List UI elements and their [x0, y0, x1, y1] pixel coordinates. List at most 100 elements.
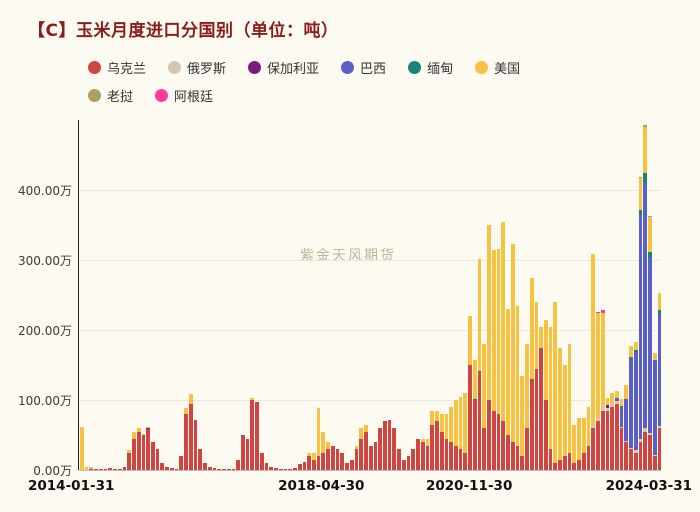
bar-2018-04[interactable]	[321, 431, 326, 470]
bar-2022-03[interactable]	[543, 319, 548, 470]
bar-2017-12[interactable]	[302, 461, 307, 470]
bar-2016-04[interactable]	[207, 466, 212, 470]
bar-2018-11[interactable]	[354, 445, 359, 470]
bar-2023-09[interactable]	[629, 346, 633, 470]
bar-2019-09[interactable]	[401, 459, 406, 470]
bar-2016-03[interactable]	[203, 463, 207, 470]
bar-2023-07[interactable]	[619, 398, 624, 470]
bar-2014-04[interactable]	[94, 469, 98, 470]
bar-2019-06[interactable]	[387, 419, 392, 470]
bar-2022-04[interactable]	[548, 326, 553, 470]
bar-2017-02[interactable]	[255, 402, 259, 470]
bar-2021-03[interactable]	[487, 225, 491, 470]
bar-2019-05[interactable]	[383, 421, 387, 470]
bar-2016-02[interactable]	[198, 449, 203, 470]
bar-2024-01[interactable]	[648, 215, 652, 470]
legend-item-阿根廷[interactable]: 阿根廷	[155, 86, 213, 105]
bar-2019-03[interactable]	[373, 442, 378, 470]
bar-2015-02[interactable]	[141, 433, 146, 470]
bar-2015-09[interactable]	[174, 468, 179, 470]
bar-2016-01[interactable]	[193, 419, 198, 470]
bar-2018-10[interactable]	[349, 459, 354, 470]
bar-2014-12[interactable]	[132, 431, 136, 470]
bar-2021-09[interactable]	[515, 305, 520, 470]
bar-2019-04[interactable]	[378, 428, 382, 470]
bar-2017-05[interactable]	[269, 466, 274, 470]
bar-2021-02[interactable]	[482, 344, 487, 470]
bar-2014-06[interactable]	[103, 469, 108, 470]
bar-2016-05[interactable]	[212, 467, 217, 470]
bar-2014-03[interactable]	[89, 466, 94, 470]
bar-2014-05[interactable]	[98, 468, 103, 470]
bar-2018-09[interactable]	[345, 463, 349, 470]
bar-2020-08[interactable]	[454, 400, 458, 470]
bar-2022-07[interactable]	[562, 365, 567, 470]
bar-2020-09[interactable]	[458, 396, 463, 470]
bar-2017-09[interactable]	[288, 469, 293, 470]
bar-2015-05[interactable]	[155, 449, 160, 470]
bar-2018-05[interactable]	[326, 442, 330, 470]
bar-2018-02[interactable]	[311, 452, 316, 470]
legend-item-俄罗斯[interactable]: 俄罗斯	[168, 58, 226, 77]
bar-2018-03[interactable]	[316, 408, 321, 470]
bar-2022-01[interactable]	[534, 302, 539, 470]
bar-2017-07[interactable]	[278, 468, 283, 470]
bar-2024-03[interactable]	[657, 292, 662, 470]
bar-2016-12[interactable]	[245, 438, 250, 470]
bar-2023-03[interactable]	[600, 310, 605, 470]
bar-2020-11[interactable]	[468, 316, 472, 470]
bar-2022-10[interactable]	[577, 417, 581, 470]
bar-2024-02[interactable]	[652, 353, 657, 470]
bar-2016-09[interactable]	[231, 468, 236, 470]
bar-2021-06[interactable]	[501, 221, 506, 470]
bar-2017-01[interactable]	[250, 397, 255, 470]
bar-2014-08[interactable]	[113, 468, 117, 470]
bar-2021-12[interactable]	[529, 277, 534, 470]
bar-2020-03[interactable]	[430, 410, 435, 470]
bar-2019-08[interactable]	[397, 449, 401, 470]
bar-2018-07[interactable]	[335, 449, 340, 470]
bar-2023-10[interactable]	[633, 341, 638, 470]
bar-2023-02[interactable]	[596, 311, 600, 470]
bar-2022-05[interactable]	[553, 302, 558, 470]
bar-2020-04[interactable]	[435, 410, 439, 470]
bar-2014-01[interactable]	[80, 426, 84, 470]
bar-2017-11[interactable]	[297, 464, 302, 470]
bar-2018-01[interactable]	[307, 452, 311, 470]
bar-2023-08[interactable]	[624, 384, 629, 470]
bar-2023-05[interactable]	[610, 393, 614, 470]
bar-2016-08[interactable]	[226, 469, 231, 470]
legend-item-美国[interactable]: 美国	[475, 58, 520, 77]
bar-2020-06[interactable]	[444, 414, 449, 470]
bar-2015-06[interactable]	[160, 463, 165, 470]
bar-2017-10[interactable]	[293, 467, 297, 470]
bar-2018-08[interactable]	[340, 452, 345, 470]
legend-item-缅甸[interactable]: 缅甸	[408, 58, 453, 77]
bar-2016-06[interactable]	[217, 468, 222, 470]
bar-2017-08[interactable]	[283, 469, 288, 470]
bar-2022-12[interactable]	[586, 407, 591, 470]
bar-2019-11[interactable]	[411, 449, 416, 470]
bar-2016-11[interactable]	[240, 435, 245, 470]
bar-2015-10[interactable]	[179, 456, 184, 470]
bar-2021-05[interactable]	[496, 248, 501, 470]
bar-2015-08[interactable]	[169, 467, 174, 470]
bar-2020-05[interactable]	[439, 414, 444, 470]
bar-2015-03[interactable]	[146, 426, 151, 470]
bar-2022-08[interactable]	[567, 344, 572, 470]
bar-2021-01[interactable]	[477, 258, 482, 470]
bar-2023-01[interactable]	[591, 254, 596, 470]
bar-2020-01[interactable]	[420, 438, 425, 470]
bar-2017-06[interactable]	[274, 467, 278, 470]
bar-2017-04[interactable]	[264, 463, 269, 470]
bar-2022-06[interactable]	[558, 347, 562, 470]
legend-item-老挝[interactable]: 老挝	[88, 86, 133, 105]
bar-2019-02[interactable]	[368, 445, 373, 470]
legend-item-巴西[interactable]: 巴西	[341, 58, 386, 77]
bar-2015-12[interactable]	[188, 394, 193, 470]
bar-2023-11[interactable]	[638, 176, 643, 470]
legend-item-乌克兰[interactable]: 乌克兰	[88, 58, 146, 77]
bar-2020-10[interactable]	[463, 393, 468, 470]
bar-2022-11[interactable]	[581, 417, 586, 470]
bar-2014-09[interactable]	[117, 469, 122, 470]
